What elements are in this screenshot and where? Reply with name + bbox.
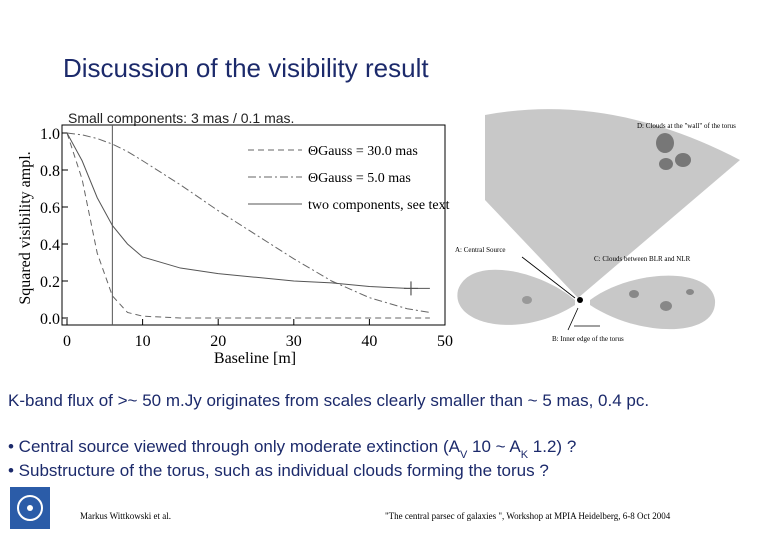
cone [485, 109, 740, 298]
y-tick-label: 0.2 [40, 274, 60, 291]
torus-diagram: D: Clouds at the "wall" of the torus A: … [455, 109, 740, 343]
bullet-text: • Substructure of the torus, such as ind… [8, 461, 549, 480]
y-tick-label: 0.4 [40, 237, 60, 254]
y-tick-label: 1.0 [40, 126, 60, 143]
cloud [675, 153, 691, 167]
series-line [66, 132, 430, 319]
pointer [521, 256, 576, 299]
bullet-text: 1.2) ? [528, 437, 576, 456]
bullet: • Central source viewed through only mod… [8, 437, 576, 461]
x-tick-label: 0 [63, 333, 71, 350]
subscript: V [460, 449, 468, 461]
subtitle: Small components: 3 mas / 0.1 mas. [68, 110, 294, 126]
diagram-label: C: Clouds between BLR and NLR [594, 255, 691, 263]
legend-label: two components, see text [308, 198, 450, 213]
slide-title: Discussion of the visibility result [63, 53, 429, 83]
cloud [659, 158, 673, 170]
footer-author: Markus Wittkowski et al. [80, 511, 171, 521]
series-line [66, 132, 430, 289]
x-axis-label: Baseline [m] [214, 350, 296, 367]
x-tick-label: 40 [361, 333, 377, 350]
series-line [66, 132, 430, 313]
logo-dot [27, 505, 33, 511]
bullet-text: • Central source viewed through only mod… [8, 437, 461, 456]
y-axis-label: Squared visibility ampl. [17, 151, 34, 304]
y-tick-label: 0.0 [40, 311, 60, 328]
x-tick-label: 20 [210, 333, 226, 350]
plot: 0.0 0.2 0.4 0.6 0.8 1.0 0 10 20 30 40 50 Baseline [m… [17, 124, 453, 367]
x-tick-label: 10 [135, 333, 151, 350]
diagram-label: A: Central Source [455, 246, 506, 254]
logo [10, 487, 50, 529]
footer-event: "The central parsec of galaxies ", Works… [385, 511, 671, 521]
x-tick-label: 50 [437, 333, 453, 350]
bullet: • Substructure of the torus, such as ind… [8, 461, 549, 480]
x-tick-label: 30 [286, 333, 302, 350]
diagram-label: D: Clouds at the "wall" of the torus [637, 122, 736, 130]
y-tick-label: 0.6 [40, 200, 60, 217]
torus-left [457, 269, 575, 325]
cloud [686, 289, 694, 295]
bullet-text: 10 ~ A [467, 437, 521, 456]
legend-label: ΘGauss = 30.0 mas [308, 144, 418, 159]
cloud [660, 301, 672, 311]
legend-label: ΘGauss = 5.0 mas [308, 171, 411, 186]
statement: K-band flux of >~ 50 m.Jy originates fro… [8, 391, 649, 410]
logo-ring [17, 495, 43, 521]
cloud [629, 290, 639, 298]
subscript: K [521, 449, 529, 461]
diagram-label: B: Inner edge of the torus [552, 335, 624, 343]
cloud [656, 133, 674, 153]
cloud [522, 296, 532, 304]
central-source [577, 297, 583, 303]
pointer [567, 307, 579, 331]
y-tick-label: 0.8 [40, 163, 60, 180]
plot-frame [61, 124, 446, 326]
torus-right [590, 275, 716, 330]
